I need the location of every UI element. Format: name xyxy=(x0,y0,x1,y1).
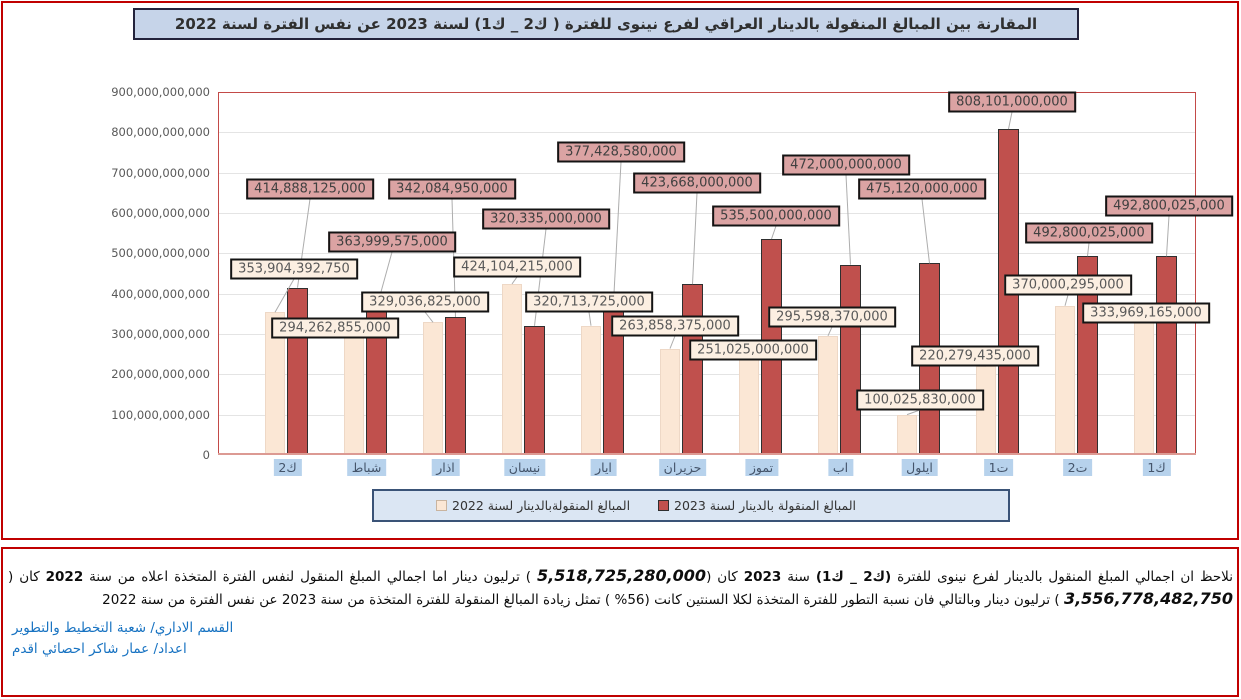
gridline xyxy=(219,293,1195,295)
bar-2022-5[interactable] xyxy=(581,325,601,455)
y-axis-label[interactable]: 600,000,000,000 xyxy=(111,206,210,220)
bar-2022-8[interactable] xyxy=(818,335,838,455)
data-label-2023-7[interactable]: 535,500,000,000 xyxy=(712,205,840,227)
footer-summary-paragraph: نلاحظ ان اجمالي المبلغ المنقول بالدينار … xyxy=(8,565,1233,611)
gridline xyxy=(219,374,1195,376)
x-axis-label-5[interactable]: ايار xyxy=(590,459,617,476)
footer-text-segment: 3,556,778,482,750 xyxy=(1063,588,1233,608)
notes-section-frame xyxy=(1,547,1239,697)
data-label-2022-4[interactable]: 424,104,215,000 xyxy=(453,256,581,278)
bar-2023-4[interactable] xyxy=(524,325,545,455)
data-label-2022-6[interactable]: 263,858,375,000 xyxy=(611,315,739,337)
data-label-2022-8[interactable]: 295,598,370,000 xyxy=(768,306,896,328)
legend-entry-2023[interactable]: المبالغ المنقولة بالدينار لسنة 2023 xyxy=(658,498,856,513)
bar-2022-4[interactable] xyxy=(502,283,522,455)
gridline xyxy=(219,253,1195,255)
data-label-2023-11[interactable]: 492,800,025,000 xyxy=(1025,222,1153,244)
legend-marker-2022-icon xyxy=(436,500,447,511)
bar-2022-12[interactable] xyxy=(1134,320,1154,455)
gridline xyxy=(219,414,1195,416)
footer-text-segment: كان ( xyxy=(706,568,744,585)
data-label-2023-6[interactable]: 423,668,000,000 xyxy=(633,172,761,194)
y-axis-label[interactable]: 300,000,000,000 xyxy=(111,327,210,341)
data-label-2022-11[interactable]: 370,000,295,000 xyxy=(1004,274,1132,296)
x-axis-label-6[interactable]: حزيران xyxy=(658,459,707,476)
y-axis-label[interactable]: 700,000,000,000 xyxy=(111,165,210,180)
x-axis-label-12[interactable]: ك1 xyxy=(1142,459,1171,476)
bar-2022-10[interactable] xyxy=(976,366,996,455)
data-label-2022-1[interactable]: 353,904,392,750 xyxy=(230,258,358,280)
bar-2022-9[interactable] xyxy=(897,414,917,455)
x-axis-label-9[interactable]: ايلول xyxy=(901,459,938,476)
data-label-2022-12[interactable]: 333,969,165,000 xyxy=(1082,302,1210,324)
y-axis-label[interactable]: 800,000,000,000 xyxy=(111,125,210,140)
footer-text-segment: 2022 xyxy=(45,568,84,585)
y-axis-label[interactable]: 400,000,000,000 xyxy=(111,286,210,301)
data-label-2022-5[interactable]: 320,713,725,000 xyxy=(525,291,653,313)
bar-2023-8[interactable] xyxy=(840,264,861,455)
data-label-2023-4[interactable]: 320,335,000,000 xyxy=(482,208,610,230)
y-axis-label[interactable]: 200,000,000,000 xyxy=(111,367,210,382)
gridline xyxy=(219,213,1195,214)
data-label-2023-12[interactable]: 492,800,025,000 xyxy=(1105,195,1233,217)
bar-2022-3[interactable] xyxy=(423,322,443,455)
chart-section-frame xyxy=(1,1,1239,540)
footer-prepared-by-line: اعداد/ عمار شاكر احصائي اقدم xyxy=(12,641,187,657)
data-label-2023-2[interactable]: 363,999,575,000 xyxy=(328,231,456,253)
data-label-2022-9[interactable]: 100,025,830,000 xyxy=(856,389,984,411)
y-axis-label[interactable]: 100,000,000,000 xyxy=(111,407,210,422)
footer-text-segment: 2023 xyxy=(743,568,782,585)
legend-marker-2023-icon xyxy=(658,500,669,511)
bar-2022-11[interactable] xyxy=(1055,305,1075,455)
data-label-2022-2[interactable]: 294,262,855,000 xyxy=(271,317,399,339)
footer-text-segment: نلاحظ ان اجمالي المبلغ المنقول بالدينار … xyxy=(891,568,1233,585)
x-axis-label-4[interactable]: نيسان xyxy=(503,459,546,476)
x-axis-line xyxy=(218,453,1196,455)
y-axis-label[interactable]: 900,000,000,000 xyxy=(111,85,210,99)
bar-2022-7[interactable] xyxy=(739,353,759,455)
data-label-2022-3[interactable]: 329,036,825,000 xyxy=(361,291,489,313)
data-label-2022-7[interactable]: 251,025,000,000 xyxy=(689,339,817,361)
data-label-2023-3[interactable]: 342,084,950,000 xyxy=(388,178,516,200)
bar-2022-2[interactable] xyxy=(344,336,364,455)
data-label-2022-10[interactable]: 220,279,435,000 xyxy=(911,345,1039,367)
x-axis-label-3[interactable]: اذار xyxy=(431,459,460,476)
footer-text-segment: 5,518,725,280,000 xyxy=(537,565,707,585)
x-axis-label-11[interactable]: ت2 xyxy=(1062,459,1093,476)
footer-text-segment: ) ترليون دينار وبالتالي فان نسبة التطور … xyxy=(102,591,1064,608)
footer-department-line: القسم الاداري/ شعبة التخطيط والتطوير xyxy=(12,620,234,636)
x-axis-label-1[interactable]: ك2 xyxy=(273,459,302,476)
data-label-2023-9[interactable]: 475,120,000,000 xyxy=(858,178,986,200)
footer-text-segment: (ك2 _ ك1) xyxy=(815,568,892,585)
footer-text-segment: سنة xyxy=(781,568,816,585)
data-label-2023-5[interactable]: 377,428,580,000 xyxy=(557,141,685,163)
bar-2022-1[interactable] xyxy=(265,312,285,455)
data-label-2023-10[interactable]: 808,101,000,000 xyxy=(948,91,1076,113)
gridline xyxy=(219,132,1195,134)
y-axis-label[interactable]: 500,000,000,000 xyxy=(111,246,210,261)
x-axis-label-2[interactable]: شباط xyxy=(346,459,387,476)
bar-2022-6[interactable] xyxy=(660,348,680,455)
chart-legend[interactable]: المبالغ المنقولةبالدينار لسنة 2022 المبا… xyxy=(372,489,1010,522)
bar-2023-12[interactable] xyxy=(1156,256,1177,455)
bar-2023-3[interactable] xyxy=(445,317,466,455)
data-label-2023-8[interactable]: 472,000,000,000 xyxy=(782,154,910,176)
chart-title[interactable]: المقارنة بين المبالغ المنقولة بالدينار ا… xyxy=(133,8,1079,40)
y-axis-label[interactable]: 0 xyxy=(202,448,210,462)
footer-text-segment: ) ترليون دينار اما اجمالي المبلغ المنقول… xyxy=(83,568,538,585)
legend-label-2022: المبالغ المنقولةبالدينار لسنة 2022 xyxy=(452,498,631,513)
footer-text-segment: كان ( xyxy=(8,568,46,585)
legend-entry-2022[interactable]: المبالغ المنقولةبالدينار لسنة 2022 xyxy=(436,498,630,513)
x-axis-label-10[interactable]: ت1 xyxy=(983,459,1014,476)
bar-2023-1[interactable] xyxy=(287,287,308,455)
bar-2023-6[interactable] xyxy=(682,284,703,455)
data-label-2023-1[interactable]: 414,888,125,000 xyxy=(246,178,374,200)
x-axis-label-8[interactable]: اب xyxy=(827,459,854,476)
legend-label-2023: المبالغ المنقولة بالدينار لسنة 2023 xyxy=(674,498,857,513)
x-axis-label-7[interactable]: تموز xyxy=(744,459,779,476)
